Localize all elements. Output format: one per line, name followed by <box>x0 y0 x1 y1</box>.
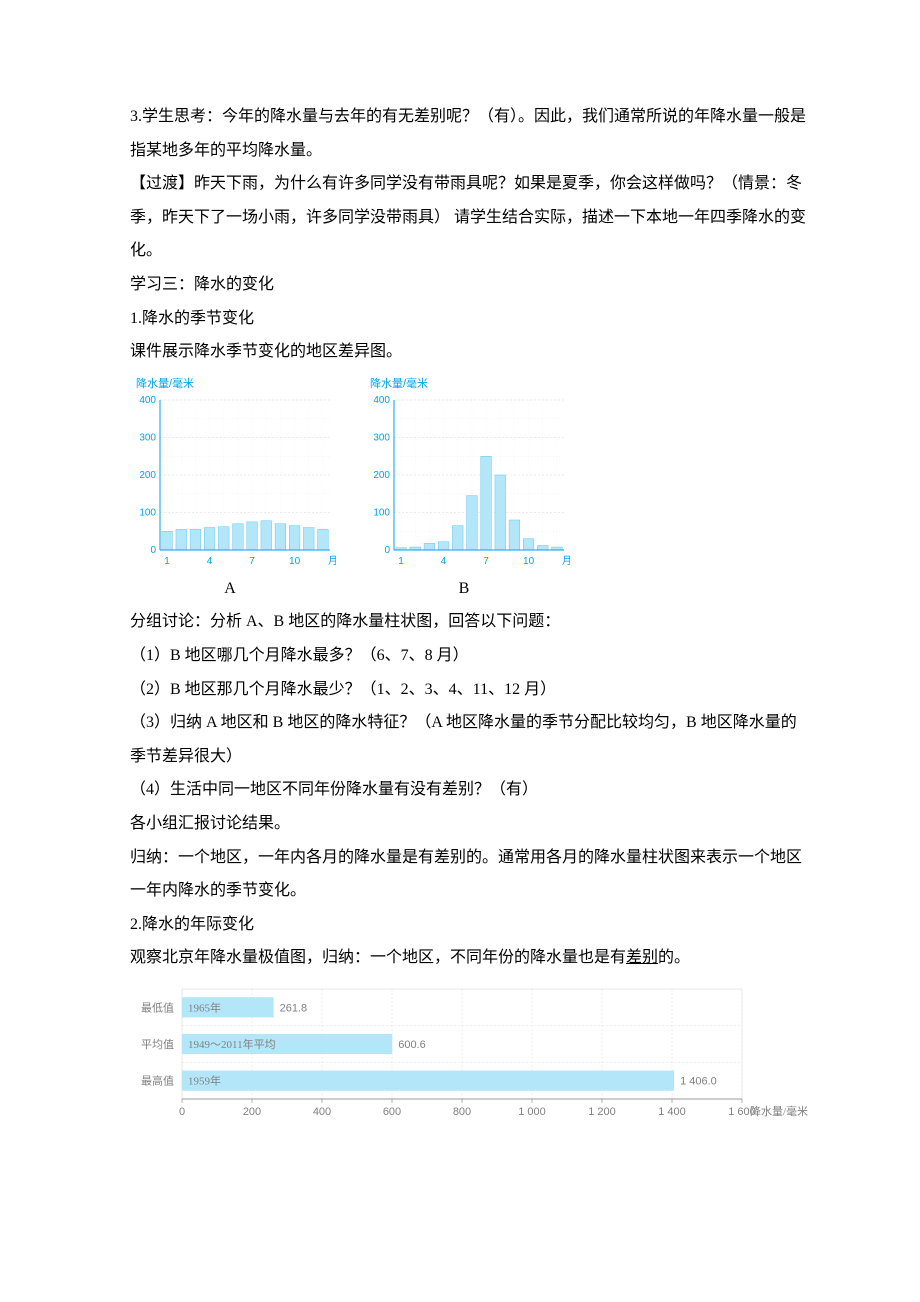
paragraph: 2.降水的年际变化 <box>130 908 810 942</box>
svg-text:10: 10 <box>523 556 535 567</box>
svg-text:0: 0 <box>150 545 156 556</box>
svg-text:1 200: 1 200 <box>588 1106 616 1118</box>
svg-text:600: 600 <box>383 1106 401 1118</box>
svg-text:平均值: 平均值 <box>141 1038 174 1051</box>
paragraph: 3.学生思考：今年的降水量与去年的有无差别呢？（有）。因此，我们通常所说的年降水… <box>130 100 810 167</box>
paragraph: 【过渡】昨天下雨，为什么有许多同学没有带雨具呢？如果是夏季，你会这样做吗？（情景… <box>130 167 810 268</box>
svg-text:300: 300 <box>139 432 156 443</box>
chart-a: 0 100 200 300 400 1 4 7 10 月份 <box>130 396 336 570</box>
paragraph: （4）生活中同一地区不同年份降水量有没有差别？（有） <box>130 773 810 807</box>
svg-text:200: 200 <box>243 1106 261 1118</box>
text: 观察北京年降水量极值图，归纳：一个地区，不同年份的降水量也是有 <box>130 949 626 966</box>
svg-text:1965年: 1965年 <box>188 1000 221 1014</box>
chart-a-box: 降水量/毫米 010020030040014710月份 A <box>130 373 330 606</box>
paragraph: （2）B 地区那几个月降水最少？（1、2、3、4、11、12 月） <box>130 673 810 707</box>
svg-text:0: 0 <box>384 545 390 556</box>
svg-text:1 400: 1 400 <box>658 1106 686 1118</box>
paragraph: （3）归纳 A 地区和 B 地区的降水特征？（A 地区降水量的季节分配比较均匀，… <box>130 706 810 773</box>
svg-text:1: 1 <box>164 556 170 567</box>
svg-text:600.6: 600.6 <box>398 1039 426 1051</box>
svg-text:4: 4 <box>207 556 213 567</box>
svg-text:400: 400 <box>139 396 156 406</box>
chart-b: 0 100 200 300 400 1 4 7 10 月份 <box>364 396 570 570</box>
svg-text:7: 7 <box>249 556 255 567</box>
svg-text:月份: 月份 <box>328 555 336 567</box>
paragraph: 1.降水的季节变化 <box>130 302 810 336</box>
paragraph: 归纳：一个地区，一年内各月的降水量是有差别的。通常用各月的降水量柱状图来表示一个… <box>130 841 810 908</box>
beijing-chart: 02004006008001 0001 2001 4001 600最低值1965… <box>130 983 832 1123</box>
paragraph: （1）B 地区哪几个月降水最多？（6、7、8 月） <box>130 639 810 673</box>
svg-text:400: 400 <box>313 1106 331 1118</box>
paragraph: 分组讨论：分析 A、B 地区的降水量柱状图，回答以下问题： <box>130 605 810 639</box>
text: 的。 <box>658 949 690 966</box>
svg-text:0: 0 <box>179 1106 185 1118</box>
svg-text:10: 10 <box>289 556 301 567</box>
svg-text:100: 100 <box>139 507 156 518</box>
svg-text:1: 1 <box>398 556 404 567</box>
underlined-text: 差别 <box>626 949 658 966</box>
svg-text:最高值: 最高值 <box>141 1074 174 1088</box>
chart-b-box: 降水量/毫米 010020030040014710月份 B <box>364 373 564 606</box>
svg-text:7: 7 <box>483 556 489 567</box>
svg-text:1 406.0: 1 406.0 <box>680 1076 717 1088</box>
svg-text:最低值: 最低值 <box>141 1001 174 1014</box>
svg-text:200: 200 <box>373 470 390 481</box>
svg-text:300: 300 <box>373 432 390 443</box>
svg-text:降水量/毫米: 降水量/毫米 <box>750 1104 808 1118</box>
chart-a-caption: A <box>130 572 330 606</box>
monthly-charts-row: 降水量/毫米 010020030040014710月份 A 降水量/毫米 010… <box>130 373 810 606</box>
paragraph: 课件展示降水季节变化的地区差异图。 <box>130 335 810 369</box>
svg-text:100: 100 <box>373 507 390 518</box>
svg-text:400: 400 <box>373 396 390 406</box>
svg-text:1 000: 1 000 <box>518 1106 546 1118</box>
chart-a-ylabel: 降水量/毫米 <box>136 373 330 396</box>
svg-text:200: 200 <box>139 470 156 481</box>
svg-text:1949～2011年平均: 1949～2011年平均 <box>188 1037 276 1051</box>
paragraph: 学习三：降水的变化 <box>130 268 810 302</box>
svg-text:1959年: 1959年 <box>188 1074 221 1088</box>
paragraph: 观察北京年降水量极值图，归纳：一个地区，不同年份的降水量也是有差别的。 <box>130 941 810 975</box>
document-page: 3.学生思考：今年的降水量与去年的有无差别呢？（有）。因此，我们通常所说的年降水… <box>0 0 920 1196</box>
beijing-chart-wrap: 02004006008001 0001 2001 4001 600最低值1965… <box>130 983 810 1136</box>
svg-text:月份: 月份 <box>562 555 570 567</box>
svg-text:4: 4 <box>441 556 447 567</box>
chart-b-ylabel: 降水量/毫米 <box>370 373 564 396</box>
svg-text:800: 800 <box>453 1106 471 1118</box>
chart-b-caption: B <box>364 572 564 606</box>
paragraph: 各小组汇报讨论结果。 <box>130 807 810 841</box>
svg-text:261.8: 261.8 <box>280 1002 308 1014</box>
